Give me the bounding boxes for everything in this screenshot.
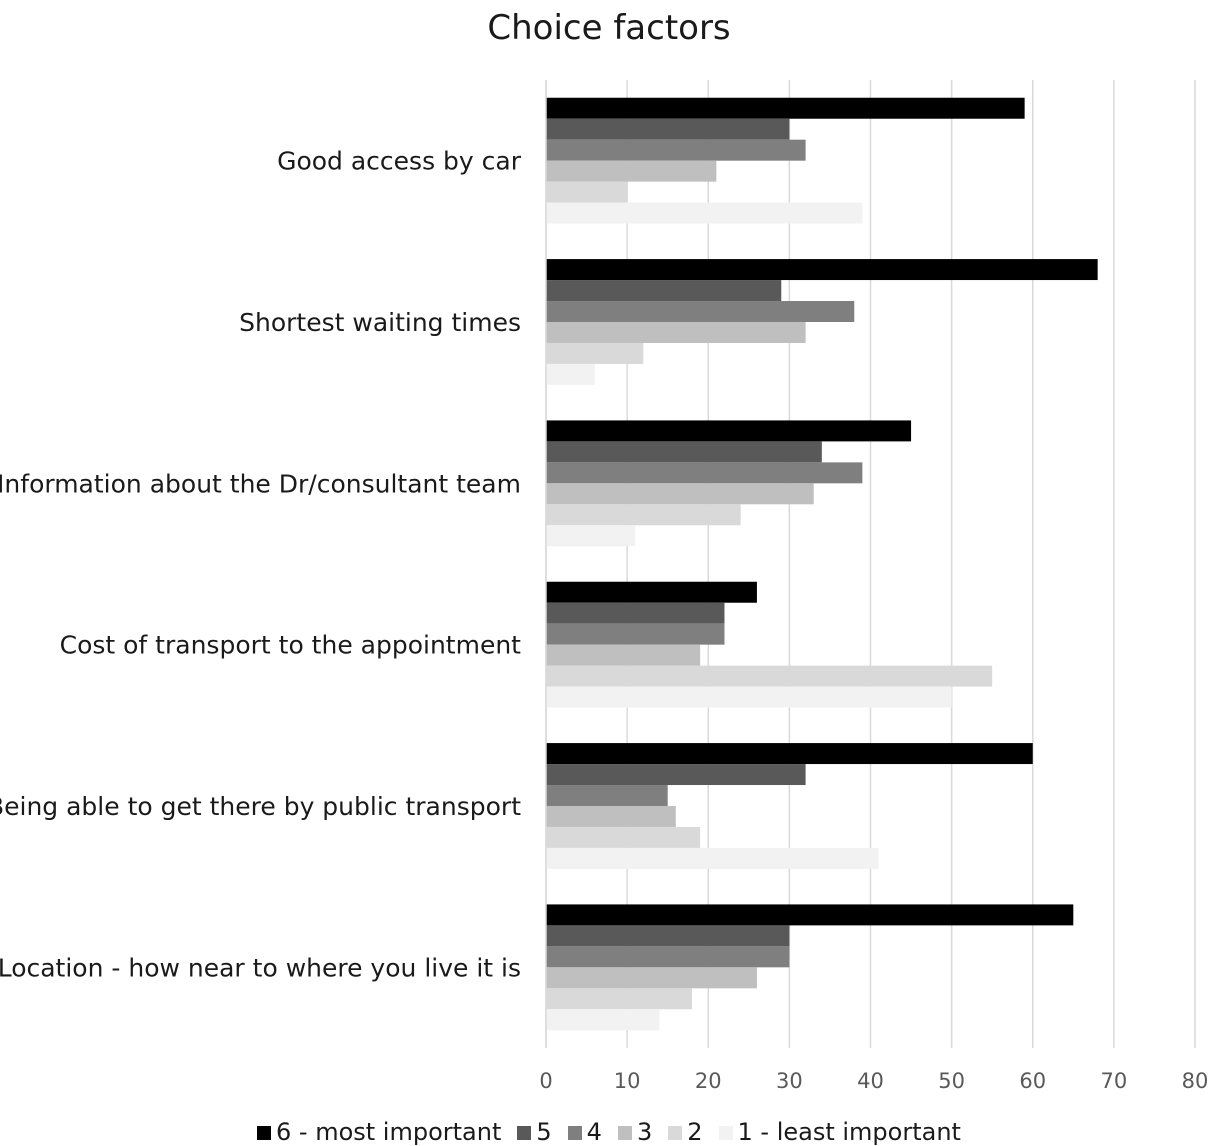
category-label: Being able to get there by public transp… — [0, 792, 521, 821]
x-tick-label: 0 — [539, 1069, 552, 1093]
bar — [546, 904, 1074, 926]
bar — [546, 342, 644, 364]
legend: 6 - most important 5 4 3 2 1 - least importan… — [0, 1118, 1218, 1146]
bar — [546, 602, 725, 624]
legend-label: 5 — [536, 1118, 552, 1146]
bar — [546, 665, 993, 687]
bar — [546, 441, 822, 463]
x-tick-label: 60 — [1019, 1069, 1046, 1093]
bar — [546, 806, 676, 827]
legend-item: 5 — [517, 1118, 552, 1146]
bar — [546, 847, 879, 869]
x-tick-label: 10 — [614, 1069, 641, 1093]
bar — [546, 764, 806, 786]
legend-label: 2 — [687, 1118, 703, 1146]
legend-swatch — [257, 1126, 272, 1140]
bar-chart: 0 10 20 30 40 50 60 70 80 Good access by car Shor… — [0, 80, 1208, 1093]
bar — [546, 988, 693, 1010]
legend-swatch — [567, 1126, 582, 1140]
bar — [546, 483, 814, 505]
bar — [546, 420, 912, 442]
bar — [546, 525, 636, 547]
bar — [546, 97, 1025, 119]
legend-item: 1 - least important — [718, 1118, 961, 1146]
bar — [546, 363, 595, 385]
x-tick-label: 80 — [1182, 1069, 1209, 1093]
bar — [546, 743, 1033, 765]
x-axis-ticks: 0 10 20 30 40 50 60 70 80 — [539, 1069, 1208, 1093]
bar — [546, 280, 782, 302]
bar — [546, 623, 725, 645]
legend-swatch — [617, 1126, 632, 1140]
category-label: Information about the Dr/consultant team — [0, 469, 521, 498]
bar — [546, 946, 790, 968]
legend-label: 3 — [636, 1118, 653, 1146]
legend-item: 2 — [668, 1118, 703, 1146]
category-label: Shortest waiting times — [239, 308, 521, 337]
x-tick-label: 40 — [857, 1069, 884, 1093]
bar — [546, 826, 701, 848]
bar — [546, 462, 863, 484]
legend-swatch — [718, 1126, 733, 1140]
bar — [546, 202, 863, 224]
legend-item: 6 - most important — [257, 1118, 501, 1146]
bar — [546, 322, 806, 343]
bars — [546, 97, 1098, 1031]
category-label: Cost of transport to the appointment — [60, 631, 522, 660]
legend-swatch — [668, 1126, 683, 1140]
bar — [546, 644, 701, 666]
bar — [546, 925, 790, 947]
bar — [546, 686, 952, 708]
bar — [546, 160, 717, 182]
legend-item: 4 — [567, 1118, 602, 1146]
bar — [546, 504, 741, 526]
bar — [546, 181, 628, 203]
bar — [546, 1009, 660, 1031]
bar — [546, 139, 806, 161]
legend-label: 4 — [586, 1118, 602, 1146]
legend-label: 6 - most important — [276, 1118, 502, 1146]
legend-label: 1 - least important — [737, 1118, 961, 1146]
x-tick-label: 20 — [695, 1069, 722, 1093]
x-tick-label: 50 — [938, 1069, 965, 1093]
x-tick-label: 30 — [776, 1069, 803, 1093]
legend-swatch — [517, 1126, 532, 1140]
bar — [546, 581, 757, 603]
legend-item: 3 — [617, 1118, 653, 1146]
bar — [546, 118, 790, 140]
chart-title: Choice factors — [487, 8, 731, 48]
gridlines — [545, 80, 1196, 1048]
category-labels: Good access by car Shortest waiting times… — [0, 147, 522, 983]
bar — [546, 301, 855, 322]
x-tick-label: 70 — [1101, 1069, 1128, 1093]
bar — [546, 967, 757, 989]
category-label: Location - how near to where you live it… — [0, 953, 521, 982]
bar — [546, 259, 1098, 281]
category-label: Good access by car — [277, 147, 522, 176]
bar — [546, 785, 668, 806]
